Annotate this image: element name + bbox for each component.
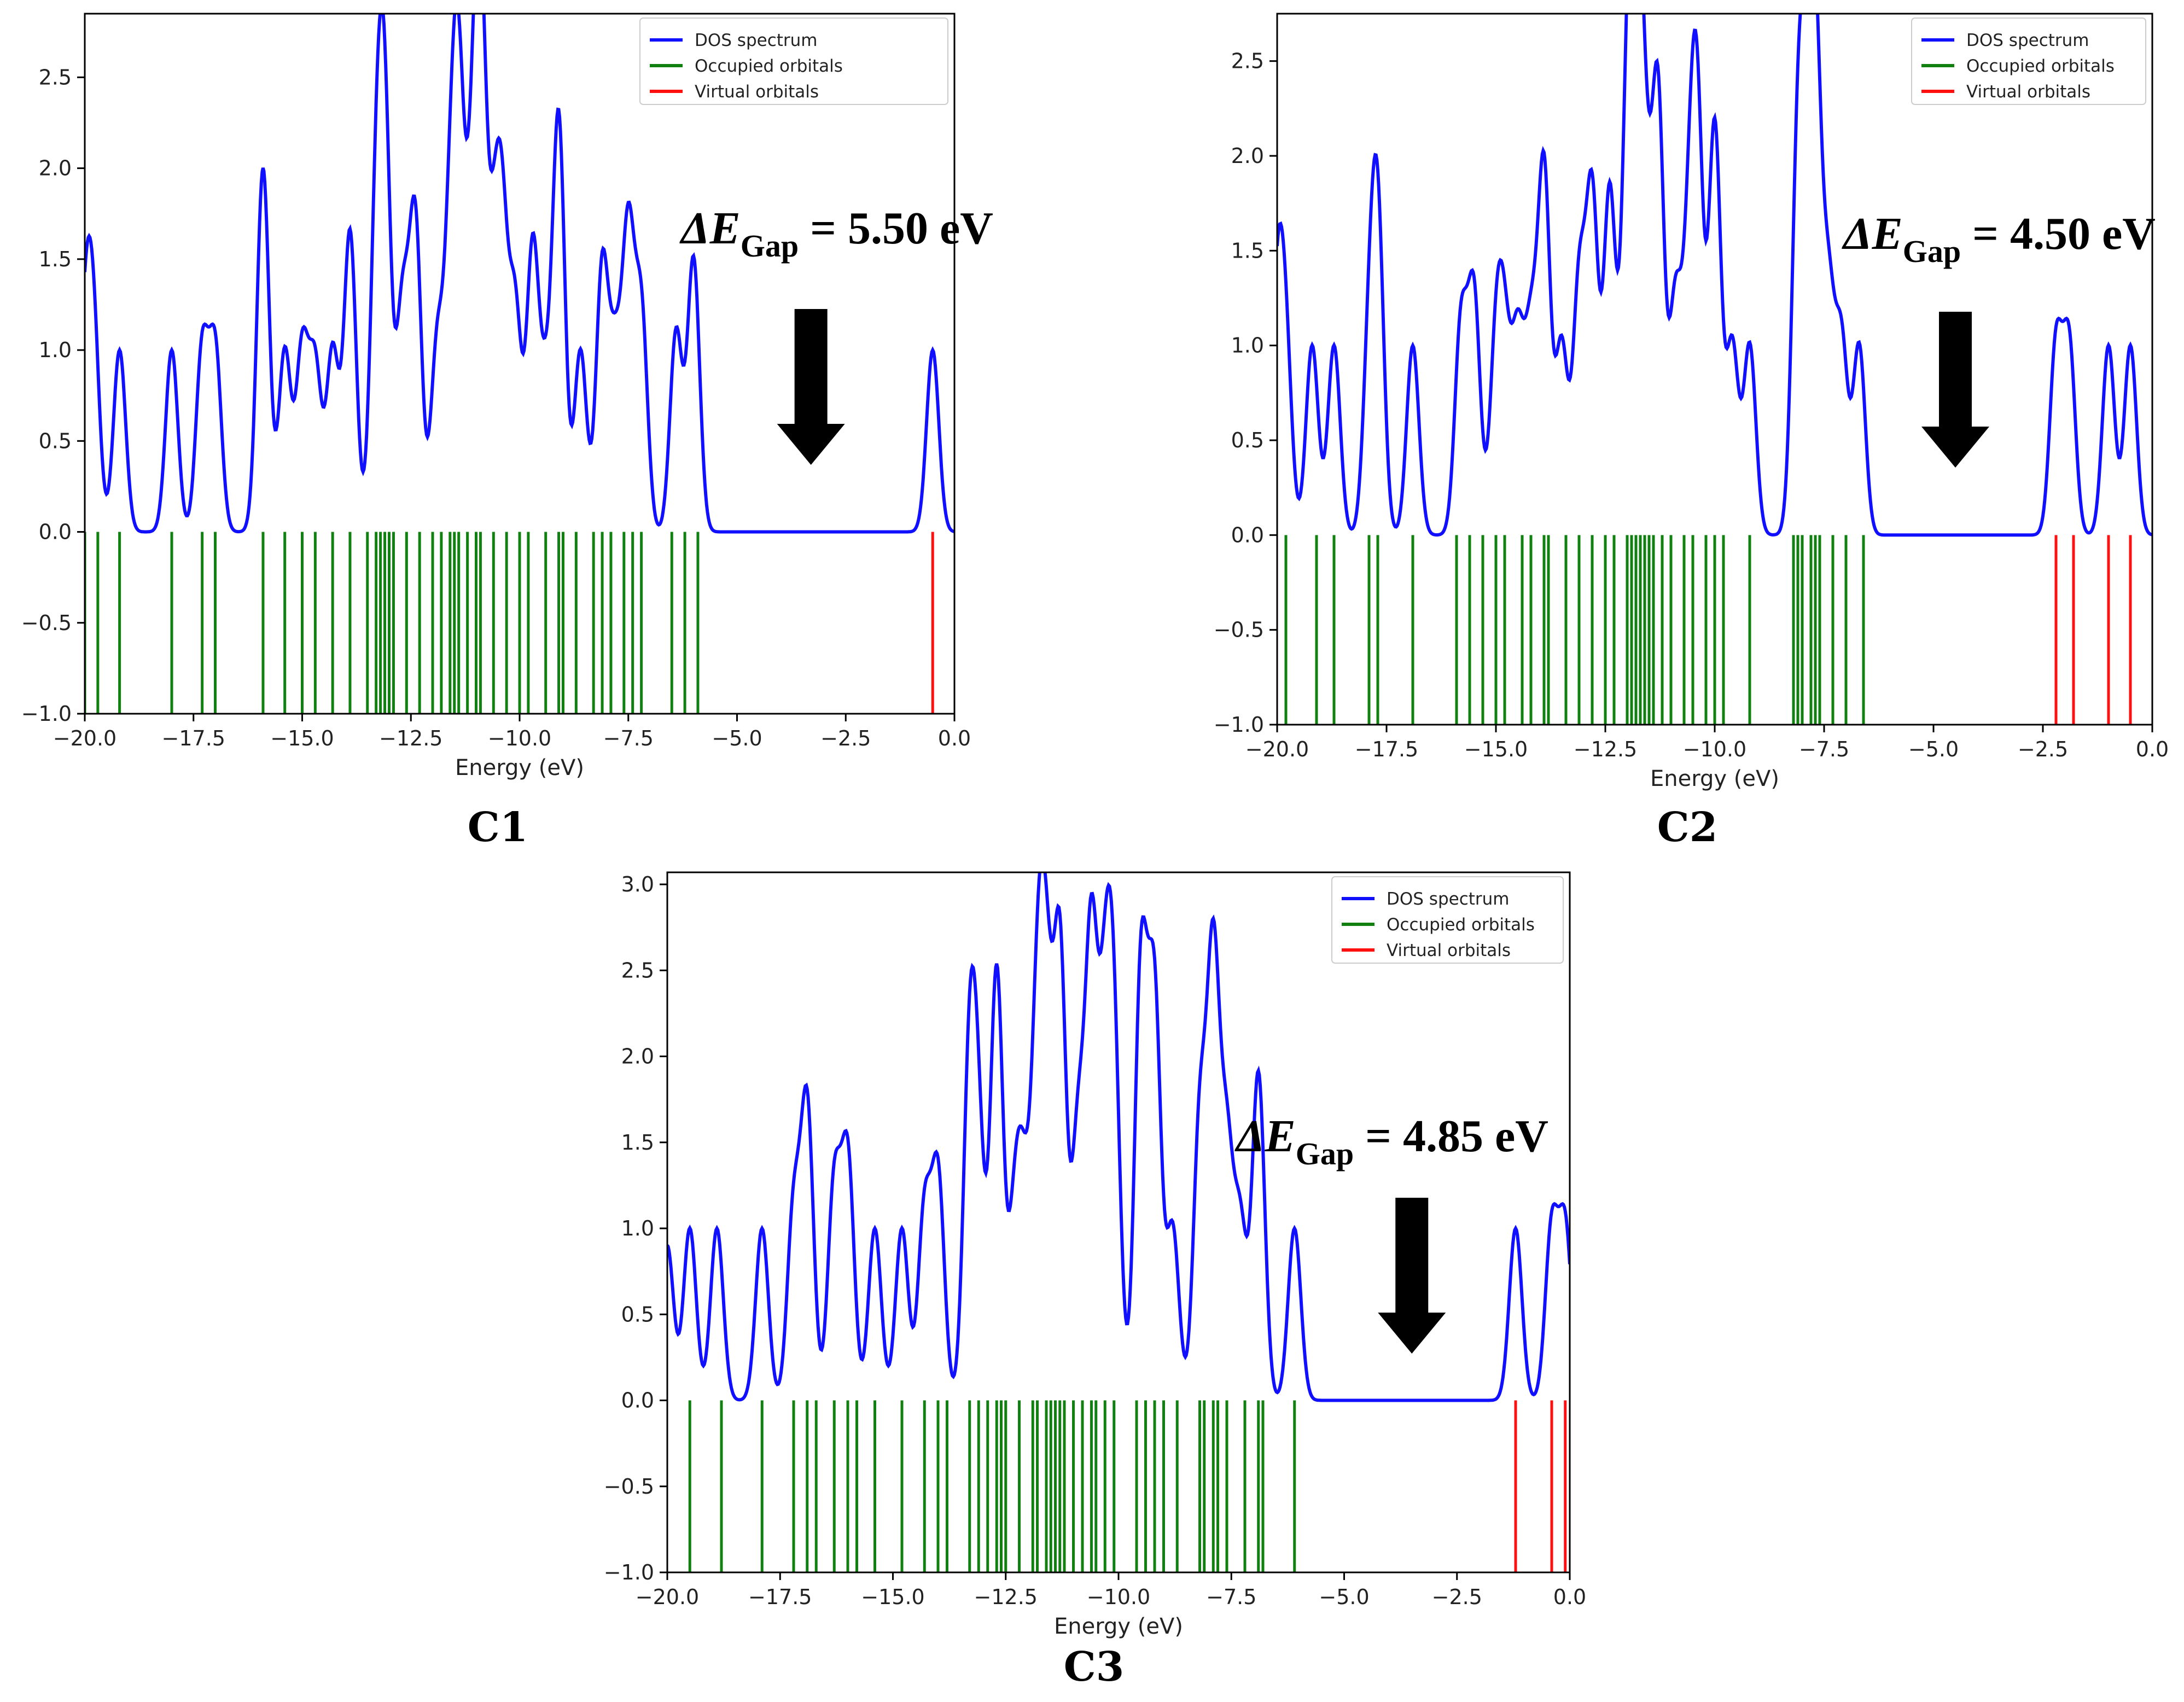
dos-spectrum-line [85, 14, 954, 534]
y-tick-label: 3.0 [621, 872, 654, 896]
energy-gap-label: ΔEGap = 5.50 eV [679, 203, 993, 264]
y-tick-label: −1.0 [604, 1560, 654, 1584]
y-tick-label: −1.0 [21, 702, 72, 726]
dos-chart-c1: −20.0 −17.5 −15.0 −12.5 −10.0 −7.5 −5.0 −2.5 0.0… [21, 0, 993, 788]
legend: DOS spectrum Occupied orbitals Virtual orb… [1911, 18, 2146, 105]
y-tick-label: −0.5 [21, 611, 72, 635]
y-tick-label: 0.0 [1231, 523, 1264, 547]
legend-label: Virtual orbitals [1966, 82, 2090, 102]
y-tick-label: 0.0 [39, 520, 72, 544]
x-tick-label: −17.5 [162, 726, 225, 750]
x-tick-label: −10.0 [1683, 737, 1746, 761]
chart-caption-c2: C2 [1657, 804, 1718, 851]
dos-chart-svg: −20.0 −17.5 −15.0 −12.5 −10.0 −7.5 −5.0 −2.5 0.0… [1214, 13, 2169, 791]
x-tick-label: −17.5 [1355, 737, 1418, 761]
legend-label: Virtual orbitals [1387, 941, 1511, 960]
dos-chart-svg: −20.0 −17.5 −15.0 −12.5 −10.0 −7.5 −5.0 −2.5 0.0… [604, 871, 1586, 1639]
plot-frame [666, 871, 1571, 1573]
y-tick-label: 0.0 [621, 1389, 654, 1413]
x-tick-label: −12.5 [1574, 737, 1637, 761]
legend-box [1331, 876, 1564, 964]
x-axis-title: Energy (eV) [1054, 1614, 1183, 1639]
y-tick-label: 1.0 [1231, 334, 1264, 358]
dos-chart-c3: −20.0 −17.5 −15.0 −12.5 −10.0 −7.5 −5.0 −2.5 0.0… [574, 856, 1597, 1649]
x-tick-label: −7.5 [1206, 1585, 1256, 1609]
dos-spectrum-line [667, 872, 1570, 1402]
x-tick-label: −10.0 [1087, 1585, 1150, 1609]
x-tick-label: −5.0 [1908, 737, 1959, 761]
virtual-orbitals [2054, 535, 2132, 725]
y-tick-label: 2.5 [39, 65, 72, 89]
x-tick-label: −15.0 [861, 1585, 924, 1609]
down-arrow-icon [777, 309, 845, 465]
y-tick-label: 1.0 [39, 338, 72, 362]
chart-caption-c3: C3 [1063, 1643, 1125, 1691]
y-tick-label: 2.5 [621, 958, 654, 982]
x-tick-label: −20.0 [636, 1585, 699, 1609]
x-tick-label: −17.5 [748, 1585, 812, 1609]
x-tick-label: −2.5 [820, 726, 871, 750]
y-tick-label: 2.5 [1231, 49, 1264, 73]
y-tick-label: −0.5 [604, 1474, 654, 1499]
y-tick-label: −1.0 [1214, 713, 1264, 737]
y-tick-label: 0.5 [1231, 428, 1264, 452]
legend-label: Occupied orbitals [695, 56, 843, 76]
dos-chart-svg: −20.0 −17.5 −15.0 −12.5 −10.0 −7.5 −5.0 −2.5 0.0… [21, 13, 993, 780]
x-tick-label: −5.0 [712, 726, 762, 750]
x-tick-label: −15.0 [270, 726, 334, 750]
legend-box [1911, 18, 2146, 105]
legend-label: DOS spectrum [1966, 31, 2089, 50]
y-tick-label: 2.0 [39, 156, 72, 180]
x-tick-label: −5.0 [1319, 1585, 1369, 1609]
legend: DOS spectrum Occupied orbitals Virtual orb… [639, 18, 948, 105]
down-arrow-icon [1378, 1198, 1446, 1354]
y-tick-label: 2.0 [621, 1045, 654, 1069]
occupied-orbitals [85, 532, 700, 714]
x-axis-title: Energy (eV) [1650, 766, 1779, 791]
energy-gap-label: ΔEGap = 4.85 eV [1234, 1111, 1548, 1171]
legend: DOS spectrum Occupied orbitals Virtual orb… [1331, 876, 1564, 964]
y-tick-label: 1.0 [621, 1216, 654, 1240]
chart-caption-c1: C1 [467, 804, 528, 851]
x-tick-label: −10.0 [488, 726, 551, 750]
x-tick-label: −20.0 [53, 726, 117, 750]
x-tick-label: 0.0 [2136, 737, 2169, 761]
dos-chart-c2: −20.0 −17.5 −15.0 −12.5 −10.0 −7.5 −5.0 −2.5 0.0… [1198, 0, 2171, 798]
legend-label: Occupied orbitals [1966, 56, 2115, 76]
legend-label: Occupied orbitals [1387, 915, 1535, 935]
y-tick-label: 0.5 [39, 429, 72, 453]
x-tick-label: −7.5 [603, 726, 654, 750]
legend-box [639, 18, 948, 105]
occupied-orbitals [1284, 535, 1865, 725]
legend-label: DOS spectrum [1387, 889, 1510, 909]
y-tick-label: 1.5 [39, 247, 72, 271]
x-tick-label: −20.0 [1245, 737, 1309, 761]
y-tick-label: 0.5 [621, 1302, 654, 1326]
x-tick-label: 0.0 [938, 726, 971, 750]
y-tick-label: 2.0 [1231, 144, 1264, 168]
x-tick-label: −12.5 [974, 1585, 1038, 1609]
down-arrow-icon [1921, 312, 1989, 468]
y-tick-label: −0.5 [1214, 618, 1264, 642]
x-tick-label: −7.5 [1799, 737, 1849, 761]
x-tick-label: −2.5 [2018, 737, 2068, 761]
energy-gap-label: ΔEGap = 4.50 eV [1842, 208, 2156, 269]
dos-spectrum-line [1277, 14, 2152, 537]
y-tick-label: 1.5 [1231, 238, 1264, 263]
x-tick-label: 0.0 [1553, 1585, 1586, 1609]
legend-label: DOS spectrum [695, 31, 818, 50]
x-tick-label: −2.5 [1432, 1585, 1482, 1609]
legend-label: Virtual orbitals [695, 82, 819, 102]
x-tick-label: −15.0 [1464, 737, 1528, 761]
occupied-orbitals [688, 1400, 1296, 1572]
x-tick-label: −12.5 [379, 726, 442, 750]
y-tick-label: 1.5 [621, 1130, 654, 1155]
x-axis-title: Energy (eV) [455, 755, 584, 780]
virtual-orbitals [1514, 1400, 1567, 1572]
